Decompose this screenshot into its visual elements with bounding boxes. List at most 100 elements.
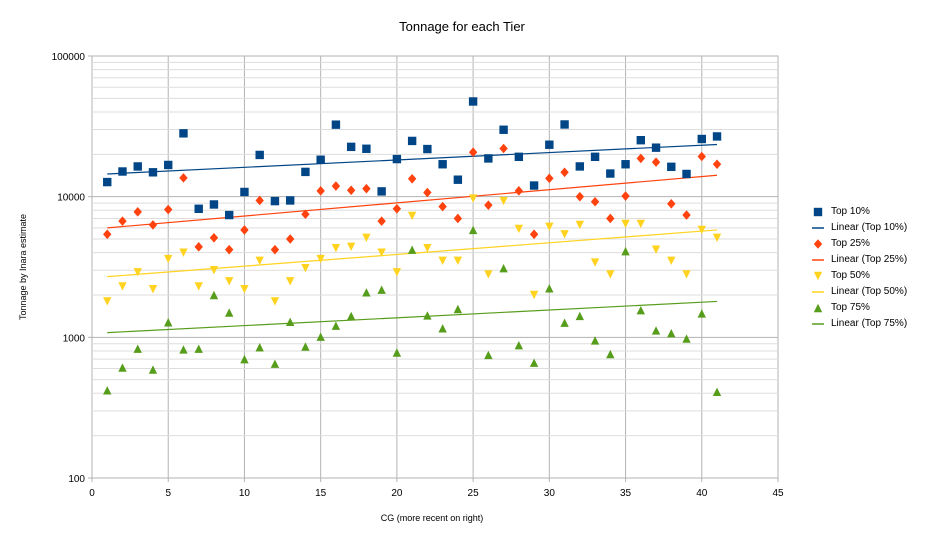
- x-tick-label: 10: [239, 488, 251, 499]
- data-point-series-4: [270, 359, 280, 368]
- legend-label: Linear (Top 25%): [831, 254, 908, 265]
- data-point-series-4: [316, 332, 325, 341]
- x-axis-label: CG (more recent on right): [381, 513, 484, 523]
- data-point-series-1: [514, 152, 524, 162]
- data-point-series-2: [606, 213, 615, 224]
- data-point-series-3: [712, 233, 722, 243]
- data-point-series-4: [194, 344, 203, 353]
- data-point-series-2: [682, 210, 691, 220]
- data-point-series-1: [712, 132, 722, 141]
- data-point-series-2: [255, 195, 264, 206]
- data-point-series-2: [301, 209, 310, 220]
- data-point-series-4: [103, 386, 112, 395]
- data-point-series-2: [590, 196, 600, 207]
- data-point-series-2: [316, 186, 325, 196]
- data-point-series-2: [118, 216, 127, 226]
- y-tick-label: 100000: [52, 52, 86, 63]
- data-point-series-3: [133, 268, 142, 277]
- data-point-series-3: [651, 245, 661, 254]
- legend-item-series-2: Top 25%: [812, 236, 922, 252]
- data-point-series-1: [179, 129, 188, 138]
- data-point-series-3: [499, 196, 508, 206]
- data-point-series-3: [529, 290, 539, 300]
- data-point-series-4: [285, 317, 295, 326]
- data-point-series-4: [499, 264, 508, 273]
- data-point-series-2: [164, 204, 173, 215]
- data-point-series-4: [453, 304, 463, 314]
- data-point-series-4: [118, 363, 127, 372]
- data-point-series-1: [606, 169, 615, 178]
- data-point-series-2: [697, 151, 706, 162]
- legend-label: Top 25%: [831, 238, 870, 249]
- data-point-series-3: [453, 256, 463, 266]
- y-tick-label: 10000: [57, 193, 85, 204]
- data-point-series-4: [209, 290, 219, 300]
- legend-swatch-svg: [813, 271, 823, 281]
- legend-swatch: [812, 302, 824, 314]
- data-point-series-2: [148, 220, 158, 230]
- data-point-series-1: [697, 134, 706, 144]
- x-tick-label: 30: [544, 488, 556, 499]
- data-point-series-4: [392, 348, 402, 357]
- legend-swatch: [812, 318, 824, 330]
- legend-swatch-svg: [813, 303, 823, 313]
- x-tick-label: 35: [620, 488, 632, 499]
- legend-swatch-svg: [812, 291, 824, 293]
- data-point-series-2: [529, 229, 539, 240]
- legend-item-trend-1: Linear (Top 10%): [812, 220, 922, 236]
- data-point-series-1: [499, 125, 508, 134]
- legend-marker-swatch: [813, 271, 823, 281]
- data-point-series-4: [606, 349, 615, 359]
- legend-marker-swatch: [813, 239, 823, 249]
- data-point-series-2: [636, 153, 645, 164]
- y-axis-label: Tonnage by Inara estimate: [18, 214, 28, 320]
- data-point-series-1: [194, 204, 203, 213]
- data-point-series-4: [331, 321, 341, 330]
- data-point-series-4: [667, 329, 676, 338]
- data-point-series-2: [392, 203, 402, 214]
- data-point-series-3: [316, 254, 325, 264]
- data-point-series-3: [103, 297, 112, 306]
- data-point-series-4: [240, 354, 249, 364]
- data-point-series-2: [560, 167, 569, 178]
- legend-label: Linear (Top 50%): [831, 286, 908, 297]
- data-point-series-4: [697, 309, 706, 318]
- data-point-series-2: [484, 200, 493, 210]
- grid-layer: [91, 55, 779, 479]
- x-tick-label: 0: [89, 488, 95, 499]
- data-point-series-4: [636, 305, 645, 315]
- data-point-series-2: [423, 187, 432, 198]
- data-point-series-1: [148, 168, 158, 177]
- data-point-series-3: [209, 266, 219, 275]
- data-point-series-1: [407, 136, 417, 146]
- data-point-series-2: [194, 242, 203, 252]
- data-point-series-3: [377, 248, 386, 257]
- data-point-series-4: [423, 311, 432, 320]
- data-point-series-4: [468, 225, 478, 235]
- data-point-series-4: [621, 246, 630, 256]
- y-tick-label: 100: [68, 474, 85, 485]
- points-layer: [103, 97, 722, 397]
- data-point-series-2: [270, 244, 280, 255]
- data-point-series-2: [621, 191, 630, 201]
- legend-item-series-1: Top 10%: [812, 204, 922, 220]
- data-point-series-2: [133, 207, 142, 217]
- data-point-series-2: [209, 233, 219, 243]
- data-point-series-1: [346, 142, 356, 152]
- data-point-series-1: [377, 187, 386, 196]
- data-point-series-4: [590, 336, 600, 345]
- data-point-series-2: [377, 216, 386, 226]
- data-point-series-2: [514, 186, 524, 196]
- legend-swatch-svg: [813, 207, 823, 217]
- data-point-series-2: [575, 191, 585, 202]
- data-point-series-4: [346, 311, 356, 321]
- data-point-series-2: [438, 201, 447, 212]
- data-point-series-1: [545, 140, 554, 149]
- legend-swatch-svg: [813, 239, 823, 249]
- legend-swatch: [812, 222, 824, 234]
- legend-label: Linear (Top 75%): [831, 318, 908, 329]
- data-point-series-2: [346, 185, 356, 196]
- data-point-series-3: [575, 220, 585, 230]
- data-point-series-4: [407, 245, 417, 254]
